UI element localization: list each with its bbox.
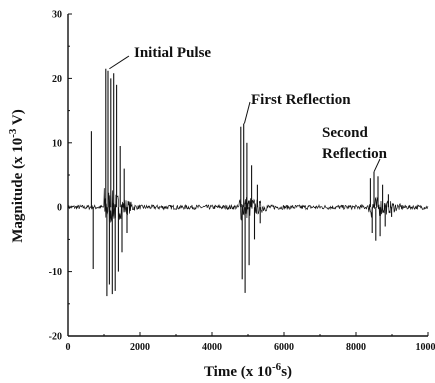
annotation-second-reflection-line2: Reflection (322, 146, 388, 162)
signal-trace-line (67, 188, 429, 223)
initial-pulse-leader (109, 55, 130, 70)
x-tick-label-3: 6000 (274, 342, 294, 353)
y-tick-label-0: -20 (49, 332, 62, 343)
y-axis-title-exponent: -3 (7, 128, 19, 138)
x-tick-label-5: 10000 (416, 342, 435, 353)
y-tick-label-4: 20 (52, 74, 62, 85)
y-axis-title-main: Magnitude (x 10 (10, 138, 26, 243)
y-tick-label-5: 30 (52, 10, 62, 21)
x-axis-title-unit: s) (281, 364, 292, 380)
y-tick-label-2: 0 (57, 203, 62, 214)
first-reflection-leader (243, 101, 251, 124)
annotation-initial-pulse: Initial Pulse (134, 45, 211, 61)
y-tick-label-3: 10 (52, 138, 62, 149)
x-tick-label-2: 4000 (202, 342, 222, 353)
y-axis-title-unit: V) (10, 109, 26, 128)
plot-area (67, 68, 429, 297)
second-reflection-leader (373, 158, 381, 172)
axis-ticks (67, 13, 429, 337)
x-tick-label-0: 0 (66, 342, 71, 353)
x-tick-label-4: 8000 (346, 342, 366, 353)
y-tick-label-1: -10 (49, 267, 62, 278)
x-axis-title-main: Time (x 10 (204, 364, 272, 380)
chart-annotations: Initial Pulse First Reflection Second Refle… (109, 45, 388, 172)
axis-tick-labels: 0 2000 4000 6000 8000 10000 -20 -10 0 10 20 30 (49, 10, 435, 354)
y-axis-title: Magnitude (x 10-3 V) (7, 109, 26, 242)
annotation-second-reflection-line1: Second (322, 125, 369, 141)
annotation-first-reflection: First Reflection (251, 92, 351, 108)
x-tick-label-1: 2000 (130, 342, 150, 353)
x-axis-title-exponent: -6 (272, 361, 282, 373)
x-axis-title: Time (x 10-6s) (204, 361, 292, 380)
